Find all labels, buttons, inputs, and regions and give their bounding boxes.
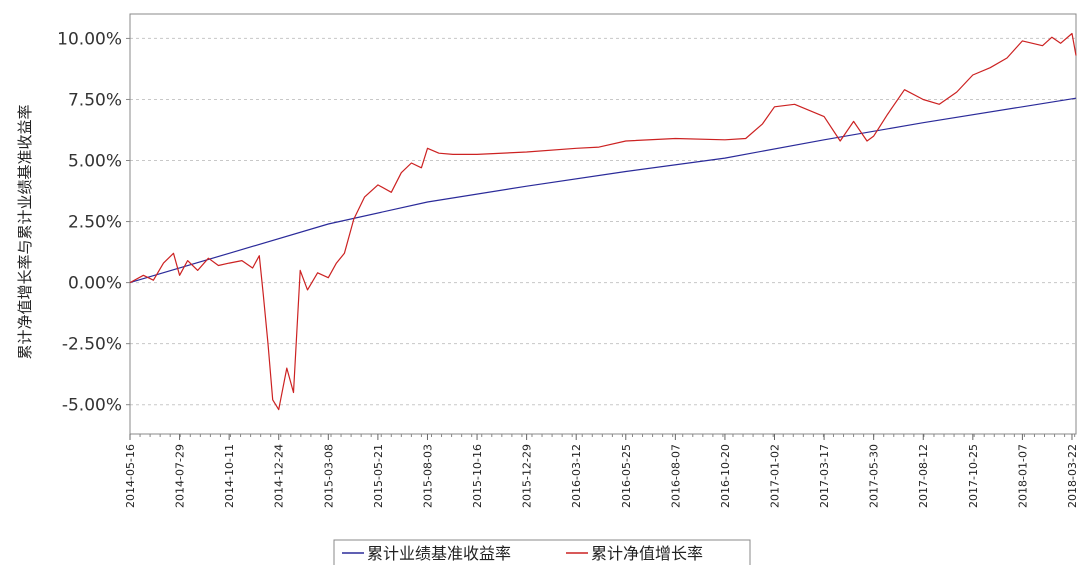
y-tick-label: 7.50% bbox=[68, 90, 122, 110]
y-axis: -5.00% -2.50% 0.00% 2.50% 5.00% 7.50% 10.00% bbox=[57, 29, 130, 416]
legend: 累计业绩基准收益率 累计净值增长率 bbox=[333, 539, 751, 565]
series-line-nav bbox=[129, 32, 1077, 411]
x-tick-label: 2017-05-30 bbox=[868, 444, 881, 508]
legend-label-benchmark: 累计业绩基准收益率 bbox=[367, 544, 511, 563]
y-tick-label: 10.00% bbox=[57, 29, 122, 49]
series-line-benchmark bbox=[129, 97, 1077, 284]
x-tick-label: 2015-12-29 bbox=[521, 444, 534, 508]
x-tick-label: 2017-01-02 bbox=[769, 444, 782, 508]
x-tick-label: 2015-05-21 bbox=[372, 444, 385, 508]
x-tick-label: 2017-10-25 bbox=[967, 444, 980, 508]
legend-label-nav: 累计净值增长率 bbox=[591, 544, 703, 563]
x-axis: 2014-05-16 2014-07-29 2014-10-11 2014-12-24… bbox=[124, 434, 1079, 508]
x-tick-label: 2017-08-12 bbox=[917, 444, 930, 508]
x-tick-label: 2015-03-08 bbox=[322, 444, 335, 508]
x-tick-label: 2014-07-29 bbox=[174, 444, 187, 508]
x-tick-label: 2017-03-17 bbox=[818, 444, 831, 508]
x-tick-label: 2016-08-07 bbox=[669, 444, 682, 508]
x-tick-label: 2014-12-24 bbox=[273, 444, 286, 508]
plot-area bbox=[129, 13, 1077, 435]
x-tick-label: 2016-03-12 bbox=[570, 444, 583, 508]
x-tick-label: 2016-10-20 bbox=[719, 444, 732, 508]
y-tick-label: -2.50% bbox=[62, 335, 122, 355]
y-tick-label: 5.00% bbox=[68, 152, 122, 172]
x-tick-label: 2015-10-16 bbox=[471, 444, 484, 508]
series-layer bbox=[129, 32, 1077, 411]
y-tick-label: 2.50% bbox=[68, 213, 122, 233]
x-tick-label: 2014-05-16 bbox=[124, 444, 137, 508]
gridlines bbox=[130, 37, 1076, 406]
x-tick-label: 2015-08-03 bbox=[421, 444, 434, 508]
legend-box bbox=[333, 539, 751, 565]
x-tick-label: 2018-03-22 bbox=[1066, 444, 1079, 508]
y-axis-label: 累计净值增长率与累计业绩基准收益率 bbox=[16, 104, 34, 359]
y-tick-label: 0.00% bbox=[68, 274, 122, 294]
y-tick-label: -5.00% bbox=[62, 396, 122, 416]
x-tick-label: 2014-10-11 bbox=[223, 444, 236, 508]
x-tick-label: 2018-01-07 bbox=[1016, 444, 1029, 508]
x-tick-label: 2016-05-25 bbox=[620, 444, 633, 508]
